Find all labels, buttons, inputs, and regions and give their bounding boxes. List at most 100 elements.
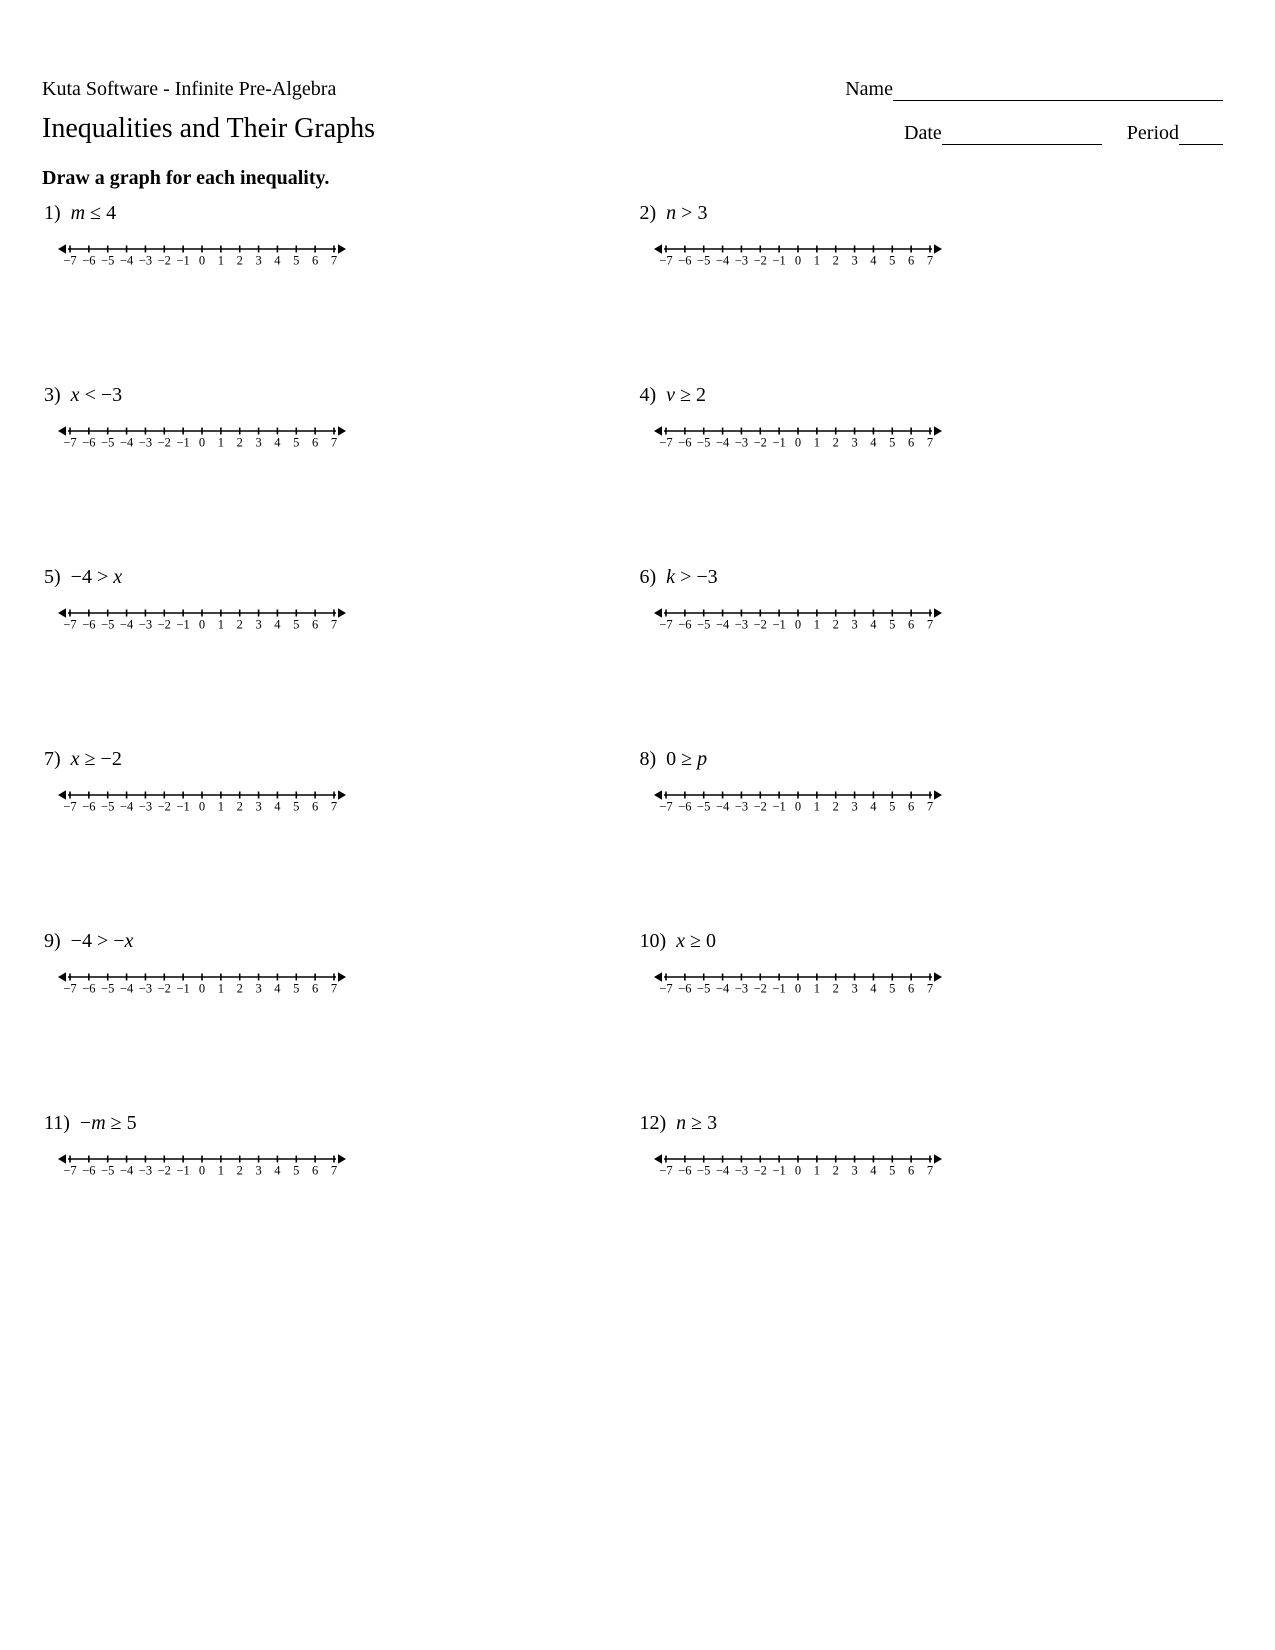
period-label: Period: [1127, 122, 1179, 144]
svg-text:6: 6: [908, 800, 914, 814]
svg-text:4: 4: [274, 1164, 281, 1178]
number-line: −7−6−5−4−3−2−101234567: [58, 239, 638, 275]
problem-2: 2) n > 3−7−6−5−4−3−2−101234567: [638, 202, 1234, 384]
svg-text:−5: −5: [101, 1164, 114, 1178]
svg-text:−6: −6: [678, 982, 691, 996]
svg-text:−1: −1: [176, 982, 189, 996]
svg-text:5: 5: [889, 800, 895, 814]
problem-expression: m ≤ 4: [71, 202, 116, 224]
svg-text:5: 5: [293, 618, 299, 632]
svg-text:6: 6: [312, 1164, 318, 1178]
date-blank[interactable]: [942, 144, 1102, 145]
problem-expression: −4 > −x: [71, 930, 134, 952]
problem-expression: x ≥ 0: [676, 930, 716, 952]
svg-text:−1: −1: [772, 982, 785, 996]
svg-text:3: 3: [851, 982, 857, 996]
svg-text:−7: −7: [63, 436, 76, 450]
svg-text:−1: −1: [176, 800, 189, 814]
svg-text:−7: −7: [63, 982, 76, 996]
svg-text:−6: −6: [82, 436, 95, 450]
svg-text:1: 1: [813, 254, 819, 268]
number-line: −7−6−5−4−3−2−101234567: [58, 1149, 638, 1185]
svg-text:−5: −5: [101, 800, 114, 814]
svg-text:7: 7: [331, 1164, 337, 1178]
svg-text:−3: −3: [734, 800, 747, 814]
problem-expression: x ≥ −2: [71, 748, 122, 770]
svg-text:7: 7: [926, 254, 932, 268]
problem-expression: n ≥ 3: [676, 1112, 717, 1134]
svg-text:−5: −5: [101, 982, 114, 996]
svg-text:4: 4: [274, 618, 281, 632]
svg-text:−2: −2: [753, 436, 766, 450]
problem-expression: n > 3: [666, 202, 707, 224]
problem-10: 10) x ≥ 0−7−6−5−4−3−2−101234567: [638, 930, 1234, 1112]
svg-text:−5: −5: [101, 618, 114, 632]
svg-text:2: 2: [832, 618, 838, 632]
svg-text:−7: −7: [659, 1164, 672, 1178]
svg-text:6: 6: [312, 618, 318, 632]
name-blank[interactable]: [893, 100, 1223, 101]
problem-6: 6) k > −3−7−6−5−4−3−2−101234567: [638, 566, 1234, 748]
problem-number: 2): [640, 202, 657, 224]
number-line: −7−6−5−4−3−2−101234567: [654, 967, 1234, 1003]
svg-text:0: 0: [199, 436, 205, 450]
svg-text:5: 5: [293, 800, 299, 814]
svg-text:−2: −2: [158, 436, 171, 450]
svg-text:3: 3: [255, 436, 261, 450]
svg-text:7: 7: [331, 800, 337, 814]
svg-text:4: 4: [274, 800, 281, 814]
problem-number: 11): [44, 1112, 70, 1134]
svg-text:2: 2: [832, 800, 838, 814]
problem-text: 8) 0 ≥ p: [640, 748, 1234, 771]
svg-text:2: 2: [237, 1164, 243, 1178]
svg-text:−7: −7: [659, 618, 672, 632]
svg-text:−7: −7: [659, 982, 672, 996]
problem-number: 8): [640, 748, 657, 770]
svg-text:4: 4: [870, 982, 877, 996]
svg-text:−7: −7: [63, 800, 76, 814]
svg-text:4: 4: [274, 982, 281, 996]
svg-text:−6: −6: [678, 436, 691, 450]
svg-text:−7: −7: [63, 1164, 76, 1178]
svg-text:6: 6: [908, 618, 914, 632]
svg-text:−7: −7: [63, 254, 76, 268]
problem-text: 4) v ≥ 2: [640, 384, 1234, 407]
svg-text:−7: −7: [659, 254, 672, 268]
problem-8: 8) 0 ≥ p−7−6−5−4−3−2−101234567: [638, 748, 1234, 930]
problem-expression: x < −3: [71, 384, 122, 406]
svg-text:3: 3: [851, 800, 857, 814]
svg-text:7: 7: [331, 618, 337, 632]
svg-text:−7: −7: [659, 436, 672, 450]
svg-text:−1: −1: [772, 436, 785, 450]
svg-text:1: 1: [218, 982, 224, 996]
number-line: −7−6−5−4−3−2−101234567: [58, 967, 638, 1003]
svg-text:−4: −4: [715, 436, 729, 450]
svg-text:3: 3: [851, 254, 857, 268]
svg-text:5: 5: [889, 254, 895, 268]
problem-text: 12) n ≥ 3: [640, 1112, 1234, 1135]
svg-text:−4: −4: [120, 982, 134, 996]
problem-text: 3) x < −3: [44, 384, 638, 407]
svg-text:2: 2: [832, 1164, 838, 1178]
svg-text:−5: −5: [697, 800, 710, 814]
svg-text:−2: −2: [158, 254, 171, 268]
problem-expression: v ≥ 2: [666, 384, 706, 406]
svg-text:5: 5: [889, 1164, 895, 1178]
svg-text:−5: −5: [697, 982, 710, 996]
name-field: Name: [845, 78, 1233, 101]
svg-text:−6: −6: [678, 254, 691, 268]
svg-text:6: 6: [908, 254, 914, 268]
svg-text:2: 2: [237, 982, 243, 996]
svg-text:7: 7: [926, 982, 932, 996]
svg-text:−2: −2: [158, 618, 171, 632]
period-blank[interactable]: [1179, 144, 1223, 145]
svg-text:−4: −4: [715, 254, 729, 268]
problem-1: 1) m ≤ 4−7−6−5−4−3−2−101234567: [42, 202, 638, 384]
svg-text:5: 5: [293, 254, 299, 268]
svg-text:4: 4: [274, 254, 281, 268]
problem-expression: 0 ≥ p: [666, 748, 707, 770]
svg-text:0: 0: [199, 982, 205, 996]
svg-text:5: 5: [889, 618, 895, 632]
svg-text:−2: −2: [753, 1164, 766, 1178]
svg-text:−1: −1: [772, 800, 785, 814]
